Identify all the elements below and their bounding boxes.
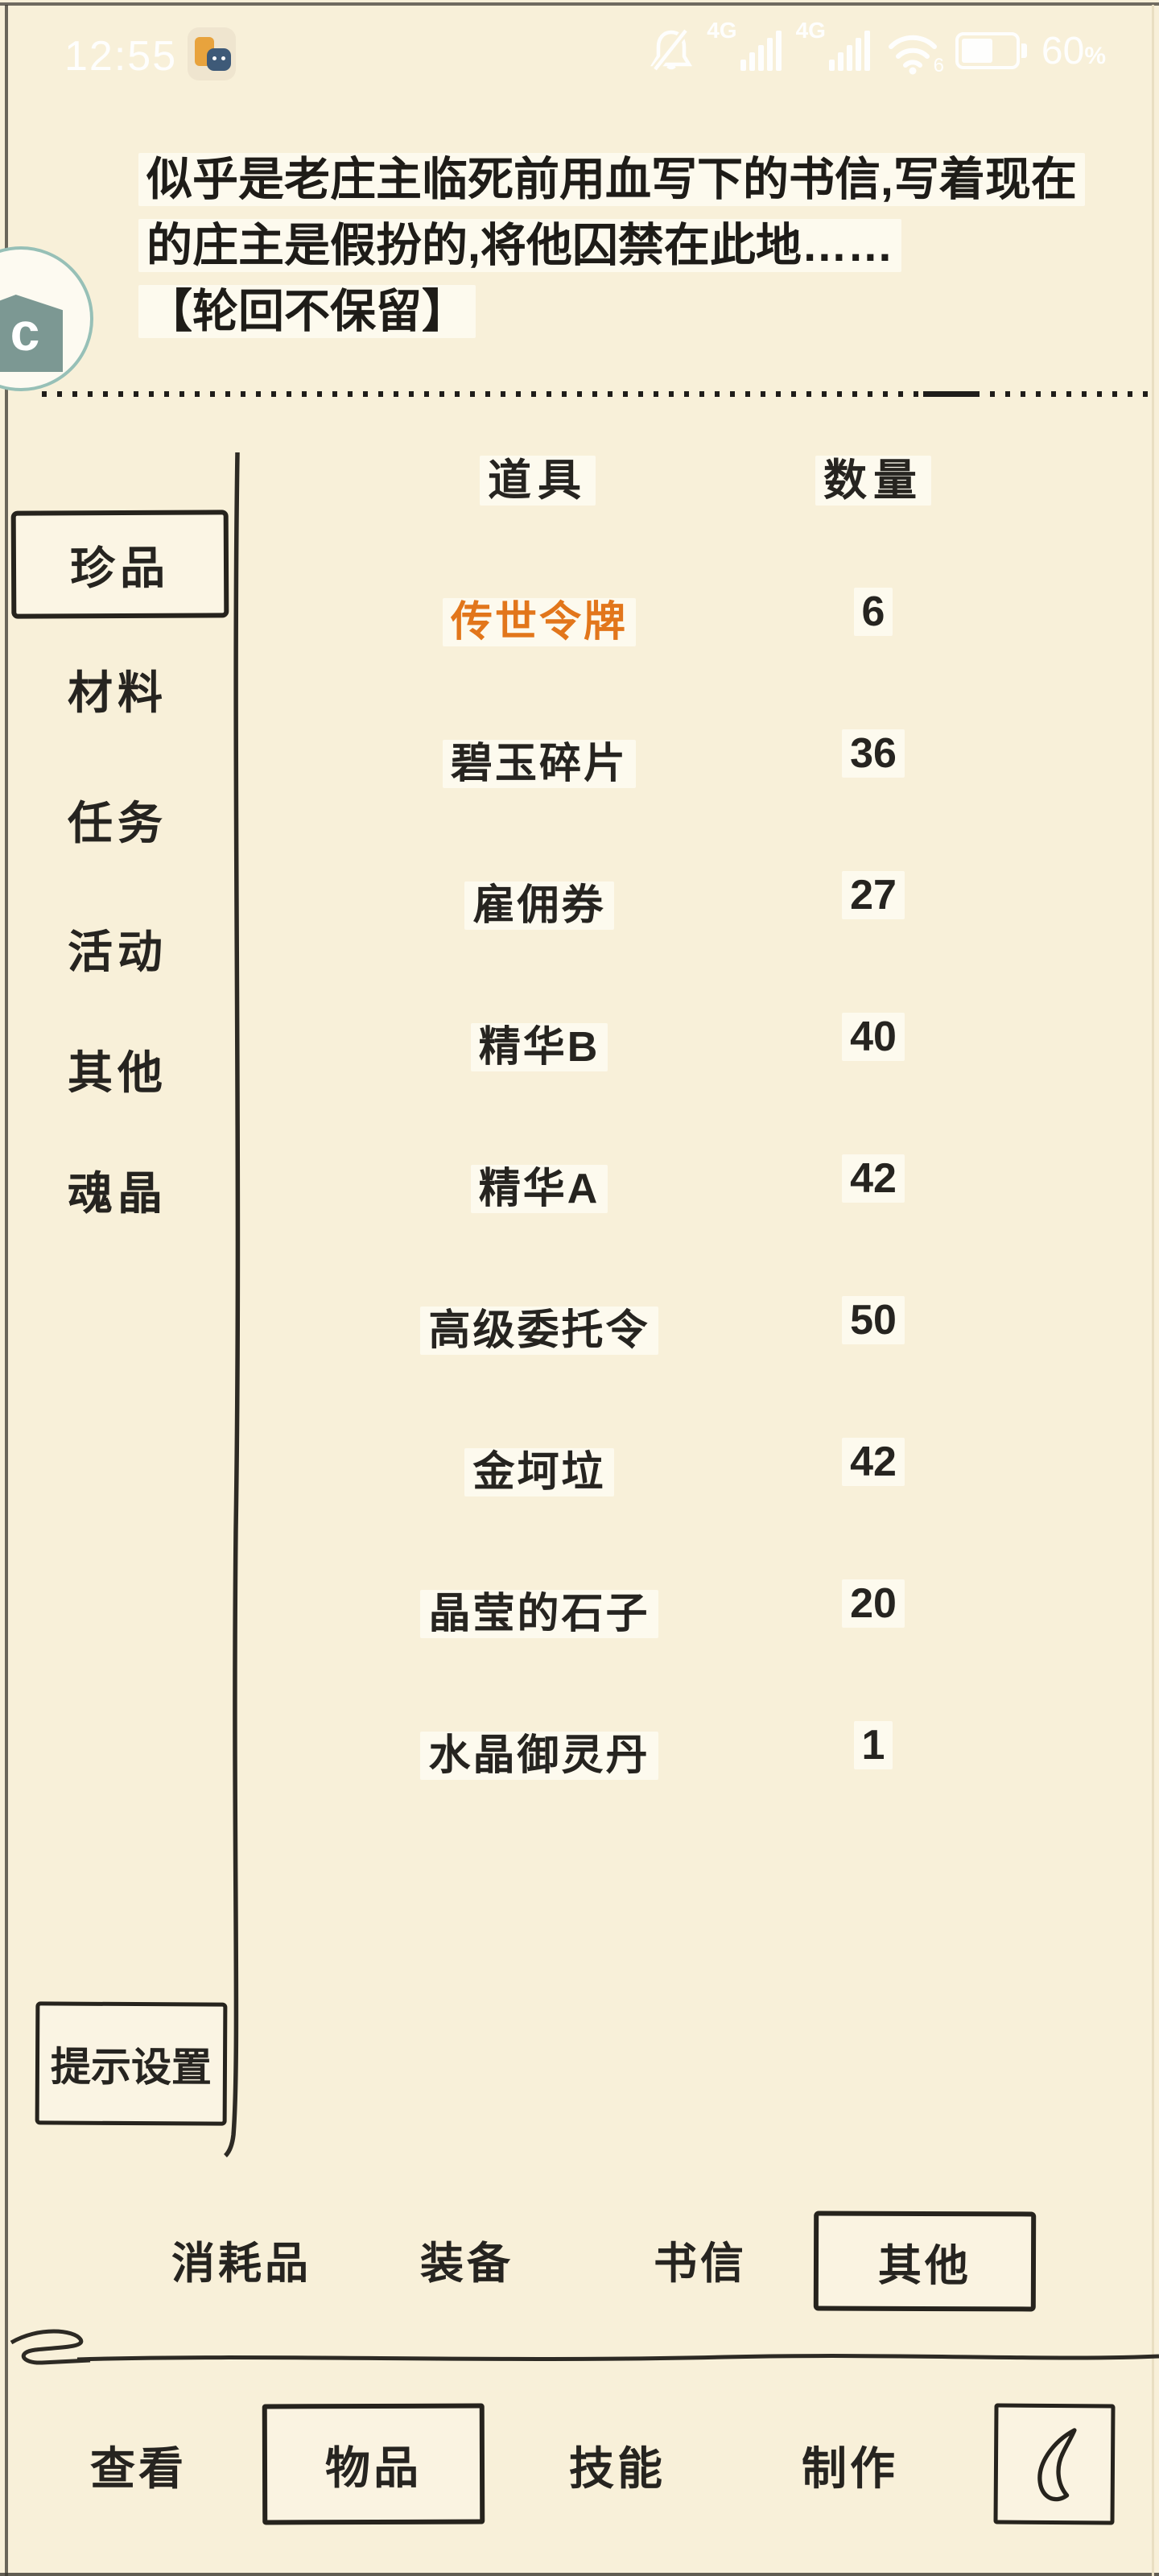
back-icon bbox=[1037, 2428, 1077, 2502]
notification-app-icon bbox=[188, 27, 236, 80]
story-message: 似乎是老庄主临死前用血写下的书信,写着现在 的庄主是假扮的,将他囚禁在此地…… … bbox=[138, 147, 1088, 345]
network-indicator-sim1: 4G bbox=[707, 18, 782, 71]
inventory-row[interactable]: 晶莹的石子 20 bbox=[0, 1579, 1159, 1638]
floating-assistant-button[interactable]: c bbox=[0, 246, 93, 391]
category-tab[interactable]: 消耗品 bbox=[171, 2240, 311, 2288]
inventory-row[interactable]: 雇佣券 27 bbox=[0, 871, 1159, 930]
bottom-nav-item[interactable]: 技能 bbox=[569, 2443, 666, 2494]
back-button[interactable] bbox=[993, 2403, 1116, 2525]
inventory-row[interactable]: 金坷垃 42 bbox=[0, 1438, 1159, 1496]
dotted-divider bbox=[42, 391, 1151, 397]
screen-frame-right bbox=[1152, 5, 1154, 2576]
message-line: 【轮回不保留】 bbox=[138, 279, 1088, 345]
battery-icon bbox=[955, 32, 1027, 69]
screen-frame-top bbox=[0, 2, 1159, 6]
status-time: 12:55 bbox=[64, 33, 178, 80]
hint-settings-button[interactable]: 提示设置 bbox=[35, 2001, 228, 2126]
signal-bars-icon bbox=[740, 31, 782, 71]
sidebar-item[interactable]: 活动 bbox=[68, 927, 167, 977]
column-header-item: 道具 bbox=[433, 444, 642, 508]
wifi-icon: 6 bbox=[885, 26, 944, 76]
bottom-nav-item[interactable]: 物品 bbox=[262, 2403, 485, 2525]
screen-frame-bottom bbox=[0, 2573, 1159, 2576]
inventory-row[interactable]: 碧玉碎片 36 bbox=[0, 729, 1159, 788]
inventory-row[interactable]: 高级委托令 50 bbox=[0, 1296, 1159, 1355]
category-tab[interactable]: 其他 bbox=[813, 2211, 1037, 2312]
sidebar-item[interactable]: 魂晶 bbox=[68, 1168, 167, 1219]
signal-bars-icon bbox=[828, 31, 870, 71]
network-indicator-sim2: 4G bbox=[796, 18, 870, 71]
assistant-logo-icon: c bbox=[0, 295, 63, 372]
category-tab[interactable]: 书信 bbox=[654, 2240, 747, 2288]
column-header-quantity: 数量 bbox=[773, 444, 974, 508]
inventory-row[interactable]: 精华B 40 bbox=[0, 1013, 1159, 1071]
inventory-row[interactable]: 传世令牌 6 bbox=[0, 588, 1159, 646]
message-line: 似乎是老庄主临死前用血写下的书信,写着现在 bbox=[138, 147, 1088, 213]
bell-muted-icon bbox=[650, 27, 693, 72]
screen-frame-left bbox=[5, 5, 8, 2576]
category-tab[interactable]: 装备 bbox=[420, 2240, 514, 2288]
inventory-row[interactable]: 水晶御灵丹 1 bbox=[0, 1721, 1159, 1780]
sidebar-item[interactable]: 材料 bbox=[68, 667, 167, 718]
inventory-row[interactable]: 精华A 42 bbox=[0, 1154, 1159, 1213]
battery-percentage: 60% bbox=[1041, 29, 1106, 72]
status-bar: 12:55 4G 4G bbox=[0, 18, 1159, 90]
sidebar-item[interactable]: 任务 bbox=[68, 798, 167, 848]
bottom-nav-item[interactable]: 查看 bbox=[90, 2443, 187, 2494]
bottom-nav-item[interactable]: 制作 bbox=[802, 2443, 898, 2494]
sidebar-item[interactable]: 其他 bbox=[68, 1047, 167, 1098]
message-line: 的庄主是假扮的,将他囚禁在此地…… bbox=[138, 213, 1088, 279]
